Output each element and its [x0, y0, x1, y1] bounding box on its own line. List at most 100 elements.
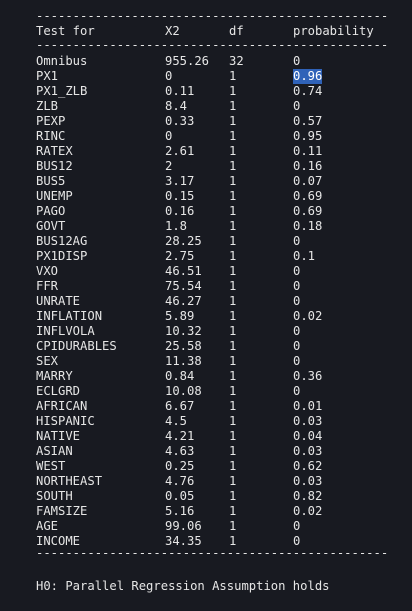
cell-x2: 4.21: [165, 429, 195, 443]
cell-df: 1: [229, 399, 237, 413]
cell-df: 1: [229, 159, 237, 173]
header-test-for: Test for: [36, 24, 95, 38]
cell-test-name: ECLGRD: [36, 384, 81, 398]
cell-x2: 0.84: [165, 369, 195, 383]
cell-test-name: INCOME: [36, 534, 81, 548]
cell-probability: 0: [293, 534, 301, 548]
cell-probability: 0.16: [293, 159, 323, 173]
cell-test-name: NATIVE: [36, 429, 81, 443]
cell-df: 1: [229, 504, 237, 518]
cell-probability: 0.62: [293, 459, 323, 473]
cell-df: 1: [229, 174, 237, 188]
cell-x2: 10.32: [165, 324, 202, 338]
cell-df: 1: [229, 279, 237, 293]
cell-df: 1: [229, 189, 237, 203]
cell-probability-selected: 0.96: [293, 69, 323, 84]
cell-df: 1: [229, 219, 237, 233]
cell-probability: 0.95: [293, 129, 323, 143]
cell-test-name: PAGO: [36, 204, 66, 218]
cell-x2: 5.16: [165, 504, 195, 518]
cell-df: 1: [229, 69, 237, 83]
cell-df: 32: [229, 54, 244, 68]
cell-test-name: CPIDURABLES: [36, 339, 117, 353]
cell-x2: 34.35: [165, 534, 202, 548]
cell-x2: 0.11: [165, 84, 195, 98]
cell-probability: 0: [293, 339, 301, 353]
cell-df: 1: [229, 459, 237, 473]
cell-x2: 0: [165, 129, 173, 143]
cell-probability: 0.82: [293, 489, 323, 503]
hypothesis-note: H0: Parallel Regression Assumption holds: [36, 579, 330, 593]
cell-test-name: WEST: [36, 459, 66, 473]
cell-probability: 0.18: [293, 219, 323, 233]
cell-test-name: FAMSIZE: [36, 504, 88, 518]
cell-x2: 4.63: [165, 444, 195, 458]
cell-df: 1: [229, 354, 237, 368]
cell-test-name: NORTHEAST: [36, 474, 103, 488]
cell-df: 1: [229, 309, 237, 323]
cell-x2: 2.75: [165, 249, 195, 263]
cell-x2: 0.33: [165, 114, 195, 128]
cell-probability: 0.57: [293, 114, 323, 128]
header-probability: probability: [293, 24, 374, 38]
separator-top: ----------------------------------------…: [36, 9, 390, 23]
cell-df: 1: [229, 264, 237, 278]
cell-test-name: GOVT: [36, 219, 66, 233]
header-x2: X2: [165, 24, 180, 38]
cell-test-name: UNEMP: [36, 189, 73, 203]
cell-x2: 6.67: [165, 399, 195, 413]
cell-df: 1: [229, 474, 237, 488]
cell-probability: 0.02: [293, 504, 323, 518]
cell-df: 1: [229, 204, 237, 218]
cell-test-name: PEXP: [36, 114, 66, 128]
cell-df: 1: [229, 129, 237, 143]
cell-test-name: Omnibus: [36, 54, 88, 68]
cell-probability: 0: [293, 354, 301, 368]
cell-probability: 0.74: [293, 84, 323, 98]
cell-test-name: ASIAN: [36, 444, 73, 458]
cell-test-name: VXO: [36, 264, 59, 278]
cell-df: 1: [229, 324, 237, 338]
cell-probability: 0.07: [293, 174, 323, 188]
separator-header: ----------------------------------------…: [36, 38, 390, 52]
cell-test-name: BUS12: [36, 159, 73, 173]
cell-probability: 0.04: [293, 429, 323, 443]
cell-test-name: PX1_ZLB: [36, 84, 88, 98]
cell-df: 1: [229, 444, 237, 458]
cell-probability: 0: [293, 54, 301, 68]
cell-x2: 3.17: [165, 174, 195, 188]
cell-test-name: PX1DISP: [36, 249, 88, 263]
cell-probability: 0.03: [293, 444, 323, 458]
cell-probability: 0: [293, 279, 301, 293]
header-df: df: [229, 24, 244, 38]
cell-test-name: AGE: [36, 519, 59, 533]
cell-test-name: SEX: [36, 354, 59, 368]
cell-x2: 46.27: [165, 294, 202, 308]
cell-probability: 0.03: [293, 414, 323, 428]
cell-x2: 8.4: [165, 99, 188, 113]
cell-probability: 0: [293, 519, 301, 533]
cell-df: 1: [229, 144, 237, 158]
cell-df: 1: [229, 84, 237, 98]
cell-probability: 0.69: [293, 189, 323, 203]
cell-x2: 10.08: [165, 384, 202, 398]
cell-test-name: BUS12AG: [36, 234, 88, 248]
cell-probability: 0.1: [293, 249, 316, 263]
cell-x2: 25.58: [165, 339, 202, 353]
cell-probability: 0.36: [293, 369, 323, 383]
cell-df: 1: [229, 99, 237, 113]
cell-test-name: AFRICAN: [36, 399, 88, 413]
cell-df: 1: [229, 414, 237, 428]
cell-x2: 2: [165, 159, 173, 173]
cell-x2: 4.76: [165, 474, 195, 488]
cell-test-name: RINC: [36, 129, 66, 143]
cell-df: 1: [229, 114, 237, 128]
cell-df: 1: [229, 519, 237, 533]
cell-probability: 0.11: [293, 144, 323, 158]
cell-x2: 0.05: [165, 489, 195, 503]
cell-x2: 0.15: [165, 189, 195, 203]
cell-x2: 28.25: [165, 234, 202, 248]
table-header: Test for X2 df probability: [36, 24, 374, 39]
cell-probability: 0: [293, 234, 301, 248]
